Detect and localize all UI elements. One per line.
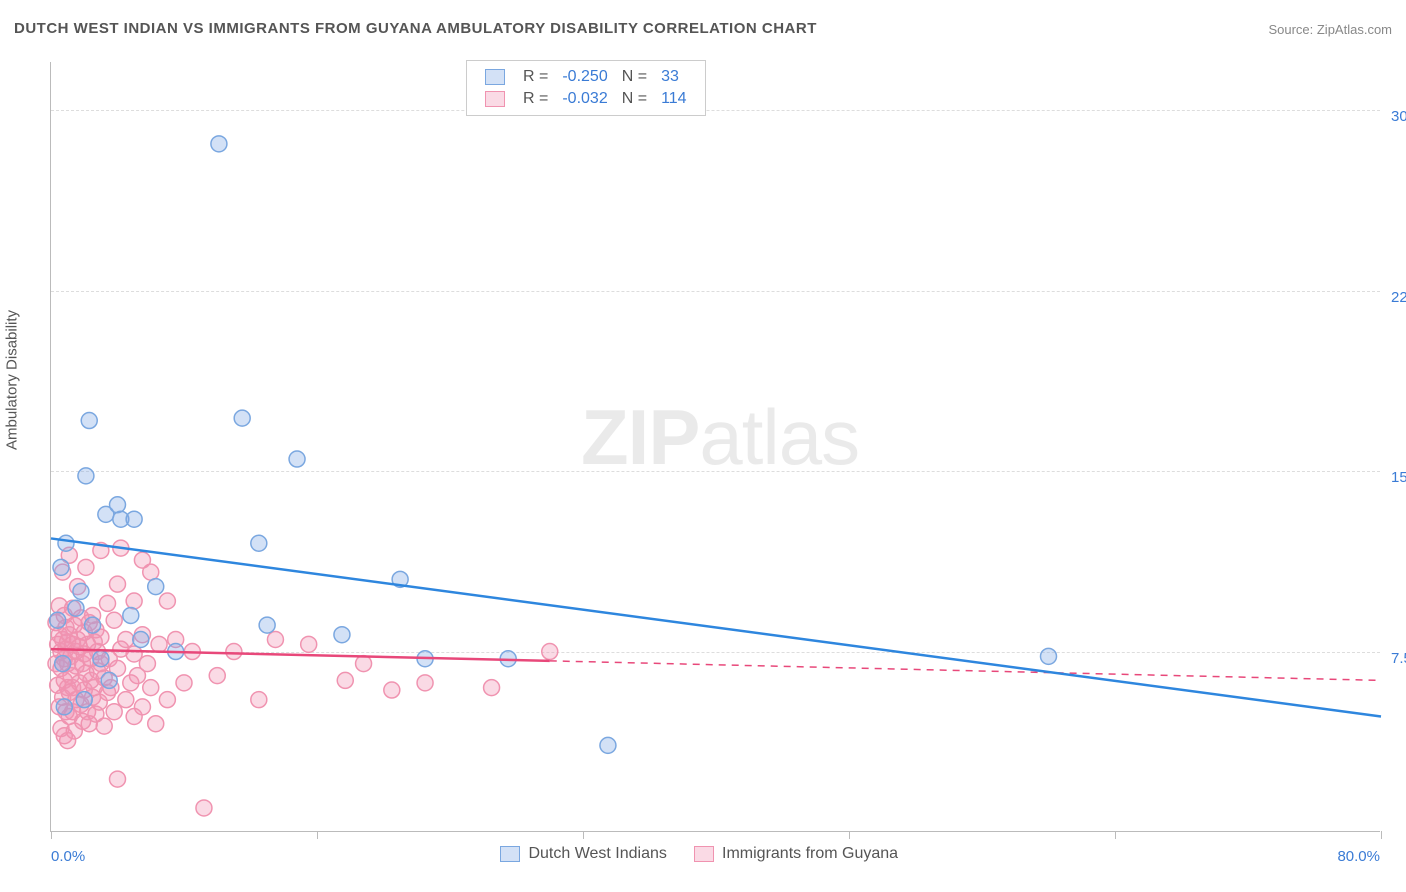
y-tick-label: 7.5% <box>1391 650 1406 667</box>
legend-n-value-2: 114 <box>655 89 693 109</box>
legend-n-value-1: 33 <box>655 67 693 87</box>
legend-stats-box: R = -0.250 N = 33 R = -0.032 N = 114 <box>466 60 706 116</box>
legend-bottom-swatch-1 <box>500 846 520 862</box>
y-tick-label: 30.0% <box>1391 108 1406 125</box>
y-axis-label: Ambulatory Disability <box>4 310 21 450</box>
legend-bottom-label-2: Immigrants from Guyana <box>722 845 898 862</box>
chart-header: DUTCH WEST INDIAN VS IMMIGRANTS FROM GUY… <box>0 0 1406 40</box>
legend-bottom-label-1: Dutch West Indians <box>528 845 666 862</box>
legend-bottom-swatch-2 <box>694 846 714 862</box>
y-tick-label: 15.0% <box>1391 469 1406 486</box>
legend-r-label-1: R = <box>517 67 554 87</box>
chart-title: DUTCH WEST INDIAN VS IMMIGRANTS FROM GUY… <box>14 20 817 37</box>
chart-source: Source: ZipAtlas.com <box>1268 22 1392 37</box>
legend-bottom: Dutch West Indians Immigrants from Guyan… <box>500 845 898 863</box>
legend-swatch-series2 <box>485 91 505 107</box>
legend-n-label-2: N = <box>616 89 653 109</box>
legend-n-label-1: N = <box>616 67 653 87</box>
chart-svg <box>51 62 1380 831</box>
x-tick-label: 0.0% <box>51 848 85 865</box>
legend-swatch-series1 <box>485 69 505 85</box>
chart-plot-area: ZIPatlas R = -0.250 N = 33 R = -0.032 N … <box>50 62 1380 832</box>
legend-r-value-2: -0.032 <box>556 89 613 109</box>
y-tick-label: 22.5% <box>1391 289 1406 306</box>
legend-r-label-2: R = <box>517 89 554 109</box>
legend-r-value-1: -0.250 <box>556 67 613 87</box>
x-tick-label: 80.0% <box>1337 848 1380 865</box>
legend-row-series2: R = -0.032 N = 114 <box>479 89 693 109</box>
legend-row-series1: R = -0.250 N = 33 <box>479 67 693 87</box>
